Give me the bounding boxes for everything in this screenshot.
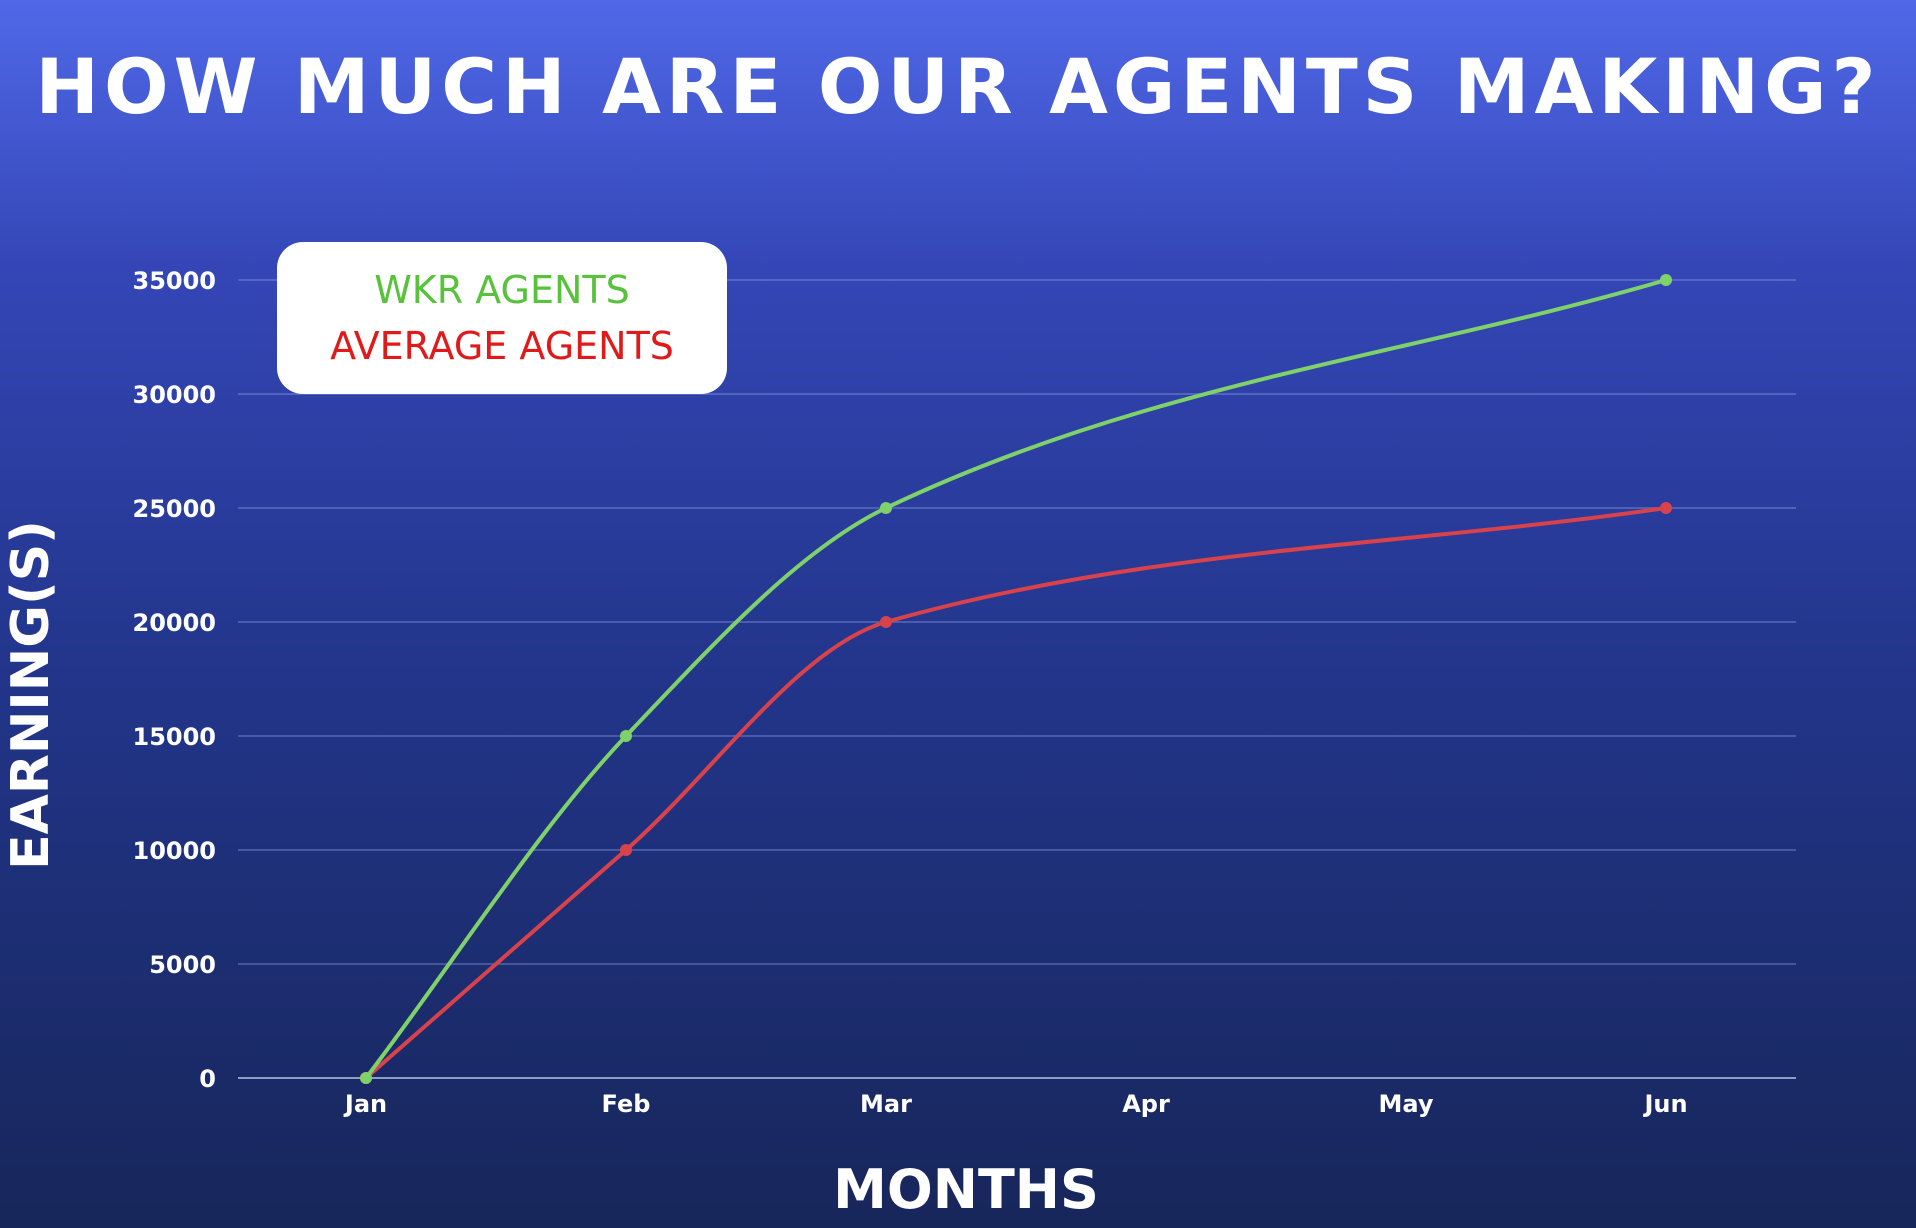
- x-tick-label: Mar: [860, 1090, 912, 1118]
- data-point: [1660, 274, 1672, 286]
- series-points: [360, 274, 1672, 1084]
- y-tick-label: 35000: [133, 267, 217, 295]
- data-point: [880, 502, 892, 514]
- y-tick-label: 5000: [149, 951, 216, 979]
- series-lines: [364, 278, 1668, 1080]
- data-point: [360, 1072, 372, 1084]
- x-axis-ticks: Jan Feb Mar Apr May Jun: [343, 1090, 1688, 1118]
- y-tick-label: 0: [199, 1065, 216, 1093]
- y-tick-label: 10000: [133, 837, 217, 865]
- y-tick-label: 20000: [133, 609, 217, 637]
- data-point: [880, 616, 892, 628]
- data-point: [620, 844, 632, 856]
- x-tick-label: Jun: [1642, 1090, 1687, 1118]
- y-axis-label: EARNING(S): [1, 520, 61, 870]
- y-axis-ticks: 0 5000 10000 15000 20000 25000 30000 35000: [133, 267, 217, 1093]
- legend-item-average-agents: AVERAGE AGENTS: [330, 324, 674, 368]
- x-tick-label: Apr: [1122, 1090, 1170, 1118]
- gridlines: [238, 279, 1796, 1079]
- series-line-0: [364, 278, 1668, 1080]
- x-tick-label: Jan: [343, 1090, 387, 1118]
- legend-item-wkr-agents: WKR AGENTS: [374, 268, 630, 312]
- chart-title: HOW MUCH ARE OUR AGENTS MAKING?: [35, 42, 1881, 131]
- y-tick-label: 25000: [133, 495, 217, 523]
- x-tick-label: Feb: [602, 1090, 651, 1118]
- x-tick-label: May: [1379, 1090, 1434, 1118]
- data-point: [620, 730, 632, 742]
- data-point: [1660, 502, 1672, 514]
- y-tick-label: 15000: [133, 723, 217, 751]
- x-axis-label: MONTHS: [833, 1158, 1099, 1221]
- series-line-1: [364, 506, 1668, 1080]
- legend: WKR AGENTS AVERAGE AGENTS: [277, 242, 727, 394]
- y-tick-label: 30000: [133, 381, 217, 409]
